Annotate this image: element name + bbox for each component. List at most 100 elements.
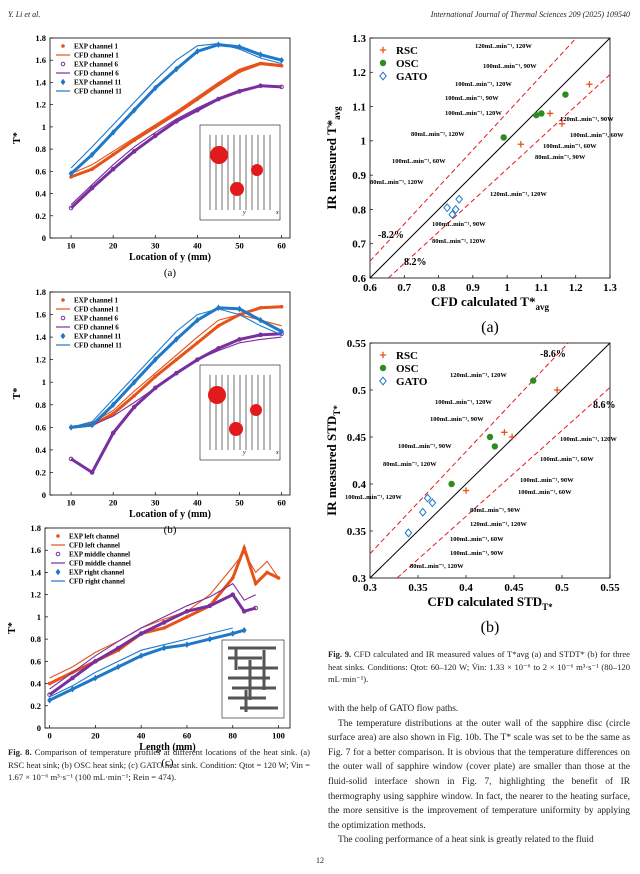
- annotation: 100mL.min⁻¹, 120W: [445, 110, 502, 117]
- data-point: [216, 324, 221, 328]
- x-tick-label: 0.8: [432, 282, 446, 294]
- data-point: [138, 631, 144, 636]
- data-point: [89, 185, 95, 191]
- x-tick-label: 0.3: [363, 582, 377, 594]
- data-point: [491, 443, 498, 450]
- plot-frame: [49, 37, 291, 239]
- data-point: [448, 480, 455, 488]
- annotation: 100mL.min⁻¹, 120W: [455, 81, 512, 88]
- data-point: [241, 609, 247, 614]
- annotation: 80mL.min⁻¹, 90W: [470, 507, 521, 514]
- data-point: [533, 111, 540, 119]
- data-point: [258, 316, 263, 324]
- data-point: [131, 149, 137, 154]
- y-tick-label: 0.9: [352, 170, 366, 182]
- y-tick-label: 1.6: [35, 310, 46, 320]
- caption-label: Fig. 8.: [8, 747, 32, 757]
- data-point: [486, 433, 494, 441]
- annotation: 100mL.min⁻¹, 90W: [450, 550, 504, 557]
- cfd-line: [71, 336, 282, 428]
- legend-label: CFD channel 6: [74, 324, 119, 332]
- y-axis-label: IR measured STDT*: [324, 405, 342, 516]
- legend-key: [60, 332, 66, 340]
- data-point: [70, 675, 75, 681]
- data-point: [428, 498, 437, 508]
- paragraph: with the help of GATO flow paths.: [328, 704, 459, 714]
- data-point: [418, 507, 427, 517]
- legend-key: [379, 59, 387, 67]
- data-point: [111, 412, 115, 416]
- data-point: [111, 152, 115, 157]
- band-label: -8.6%: [540, 349, 566, 360]
- cfd-line: [70, 61, 282, 175]
- legend-key: [60, 61, 66, 67]
- data-point: [404, 528, 413, 538]
- annotation: 120mL.min⁻¹, 120W: [470, 521, 527, 528]
- x-axis-label: Length (mm): [139, 742, 195, 753]
- legend-label: GATO: [396, 71, 428, 83]
- data-point: [194, 316, 200, 324]
- cfd-line: [70, 85, 282, 206]
- x-tick-label: 40: [193, 498, 202, 508]
- x-tick-label: 1.1: [535, 282, 549, 294]
- x-axis-label-main: CFD calculated STD: [427, 594, 542, 609]
- data-point: [152, 133, 158, 139]
- y-tick-label: 1.1: [352, 101, 366, 113]
- exp-line: [48, 592, 257, 696]
- legend-label: CFD channel 1: [74, 306, 119, 314]
- x-axis-label: Location of y (mm): [129, 252, 211, 263]
- data-point: [241, 626, 247, 634]
- data-point: [253, 581, 258, 586]
- y-tick-label: 1.6: [35, 55, 46, 65]
- y-tick-label: 0.8: [35, 400, 46, 410]
- data-point: [92, 674, 98, 682]
- caption-text: CFD calculated and IR measured values of…: [328, 649, 630, 684]
- y-tick-label: 0.2: [30, 701, 41, 711]
- annotation: 120mL.min⁻¹, 120W: [475, 43, 532, 50]
- y-tick-label: 0.6: [35, 166, 46, 176]
- legend-label: OSC: [396, 58, 419, 70]
- data-point: [558, 120, 566, 127]
- x-axis-label-main: Location of y (mm): [129, 252, 211, 263]
- cfd-line: [70, 308, 282, 428]
- data-point: [138, 652, 144, 660]
- data-point: [279, 328, 285, 335]
- x-tick-label: 30: [151, 241, 160, 251]
- paragraph: The cooling performance of a heat sink i…: [338, 835, 594, 846]
- data-point: [500, 134, 507, 141]
- legend-key: [61, 298, 65, 302]
- legend-label: EXP middle channel: [69, 551, 130, 559]
- legend-label: EXP channel 6: [74, 61, 118, 69]
- y-tick-label: 1.4: [35, 77, 46, 87]
- annotation: 100mL.min⁻¹, 60W: [518, 489, 572, 496]
- cfd-line: [70, 43, 282, 169]
- y-tick-label: 1: [42, 122, 46, 132]
- y-tick-label: 0: [42, 490, 46, 500]
- y-tick-label: 0.8: [35, 144, 46, 154]
- data-point: [174, 370, 179, 376]
- band-label: -8.2%: [378, 230, 404, 241]
- annotation: 100mL.min⁻¹, 60W: [540, 456, 594, 463]
- y-tick-label: 0.8: [352, 204, 366, 216]
- y-tick-label: 0: [42, 233, 46, 243]
- legend-key: [379, 46, 387, 54]
- legend-label: EXP right channel: [69, 569, 124, 577]
- x-tick-label: 0.45: [504, 582, 524, 594]
- data-point: [195, 357, 200, 362]
- x-tick-label: 20: [91, 731, 100, 741]
- legend-label: RSC: [396, 45, 418, 57]
- figure-9-caption: Fig. 9. CFD calculated and IR measured v…: [328, 648, 630, 686]
- legend-label: EXP channel 11: [74, 333, 122, 341]
- x-tick-label: 10: [67, 498, 76, 508]
- x-tick-label: 0.35: [408, 582, 428, 594]
- data-point: [68, 456, 74, 462]
- data-point: [185, 615, 189, 619]
- y-axis-label-sub: T*: [332, 405, 342, 416]
- annotation: 100mL.min⁻¹, 90W: [520, 477, 574, 484]
- x-tick-label: 30: [151, 498, 160, 508]
- x-tick-label: 10: [67, 241, 76, 251]
- data-point: [47, 681, 52, 686]
- x-tick-label: 1.3: [603, 282, 617, 294]
- data-point: [530, 377, 537, 384]
- exp-line: [70, 84, 282, 210]
